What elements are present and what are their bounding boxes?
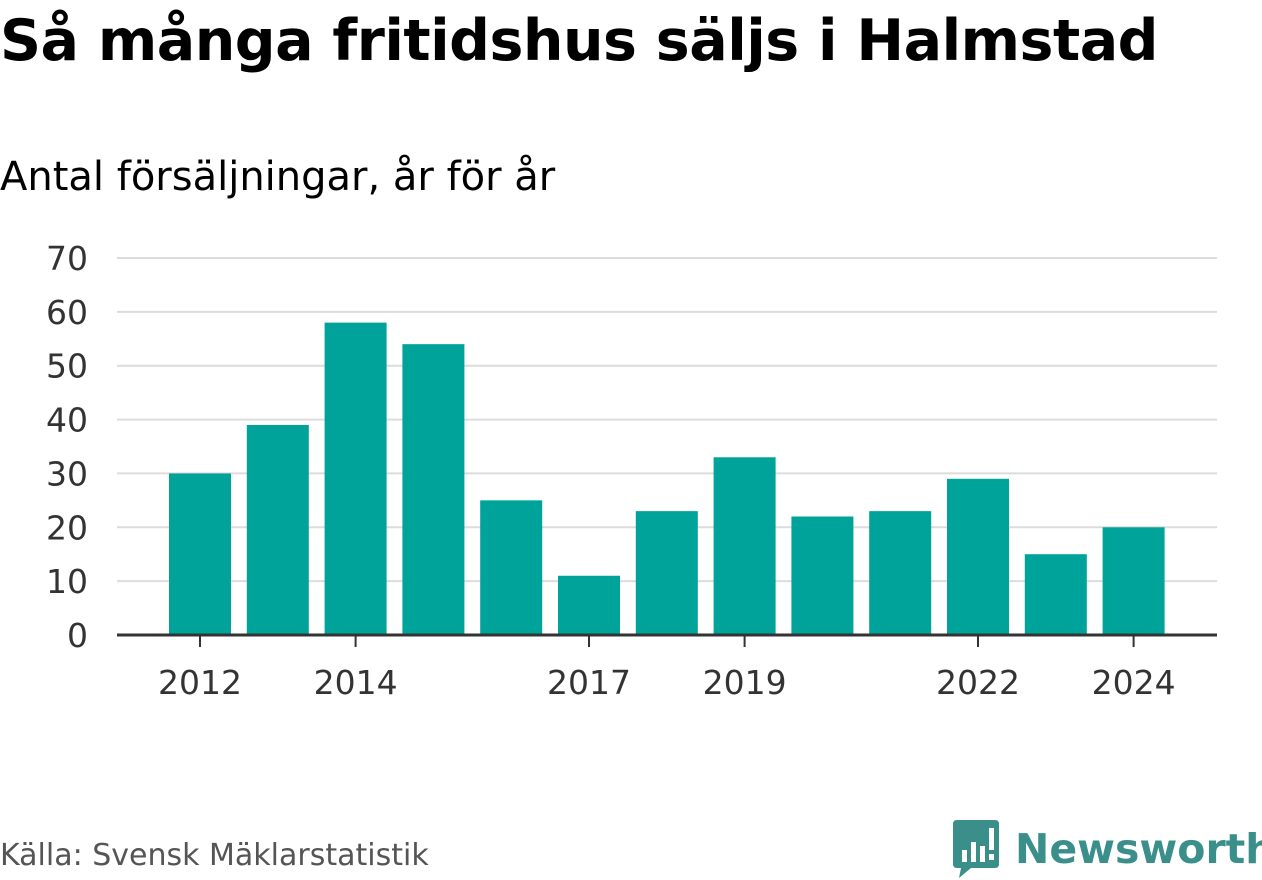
axes xyxy=(117,633,1217,647)
bar-2024 xyxy=(1102,527,1165,635)
source-note: Källa: Svensk Mäklarstatistik xyxy=(0,838,429,873)
bars xyxy=(169,322,1165,635)
y-tick-label: 50 xyxy=(46,347,88,386)
x-tick-label: 2024 xyxy=(1092,663,1176,702)
bar-2013 xyxy=(246,424,309,635)
y-tick-label: 60 xyxy=(46,293,88,332)
bar-2015 xyxy=(402,344,465,635)
bar-2012 xyxy=(169,473,231,635)
x-tick-label: 2022 xyxy=(936,663,1020,702)
bar-2016 xyxy=(480,500,543,635)
x-tick-label: 2017 xyxy=(547,663,631,702)
chart-subtitle: Antal försäljningar, år för år xyxy=(0,154,556,200)
newsworthy-logo-icon xyxy=(953,820,999,878)
chart-title: Så många fritidshus säljs i Halmstad xyxy=(0,8,1158,74)
bar-2017 xyxy=(558,575,620,635)
bar-2020 xyxy=(791,516,854,635)
y-tick-label: 20 xyxy=(46,508,88,547)
bar-2014 xyxy=(324,322,387,635)
bar-2018 xyxy=(635,511,698,635)
y-tick-label: 30 xyxy=(46,454,88,493)
x-tick-label: 2012 xyxy=(158,663,242,702)
tick-labels: 0 10 20 30 40 50 60 70 2012 2014 2017 2019 2022 2024 xyxy=(46,239,1176,702)
y-tick-label: 10 xyxy=(46,562,88,601)
y-tick-label: 70 xyxy=(46,239,88,278)
bar-2022 xyxy=(947,478,1009,635)
x-tick-label: 2014 xyxy=(314,663,398,702)
x-tick-label: 2019 xyxy=(703,663,787,702)
bar-2021 xyxy=(869,511,932,635)
brand-name: Newsworthy xyxy=(1015,825,1262,873)
newsworthy-logo: Newsworthy xyxy=(951,818,1262,880)
bar-2023 xyxy=(1024,554,1087,635)
y-tick-label: 40 xyxy=(46,401,88,440)
y-tick-label: 0 xyxy=(67,616,88,655)
bar-2019 xyxy=(713,457,776,635)
